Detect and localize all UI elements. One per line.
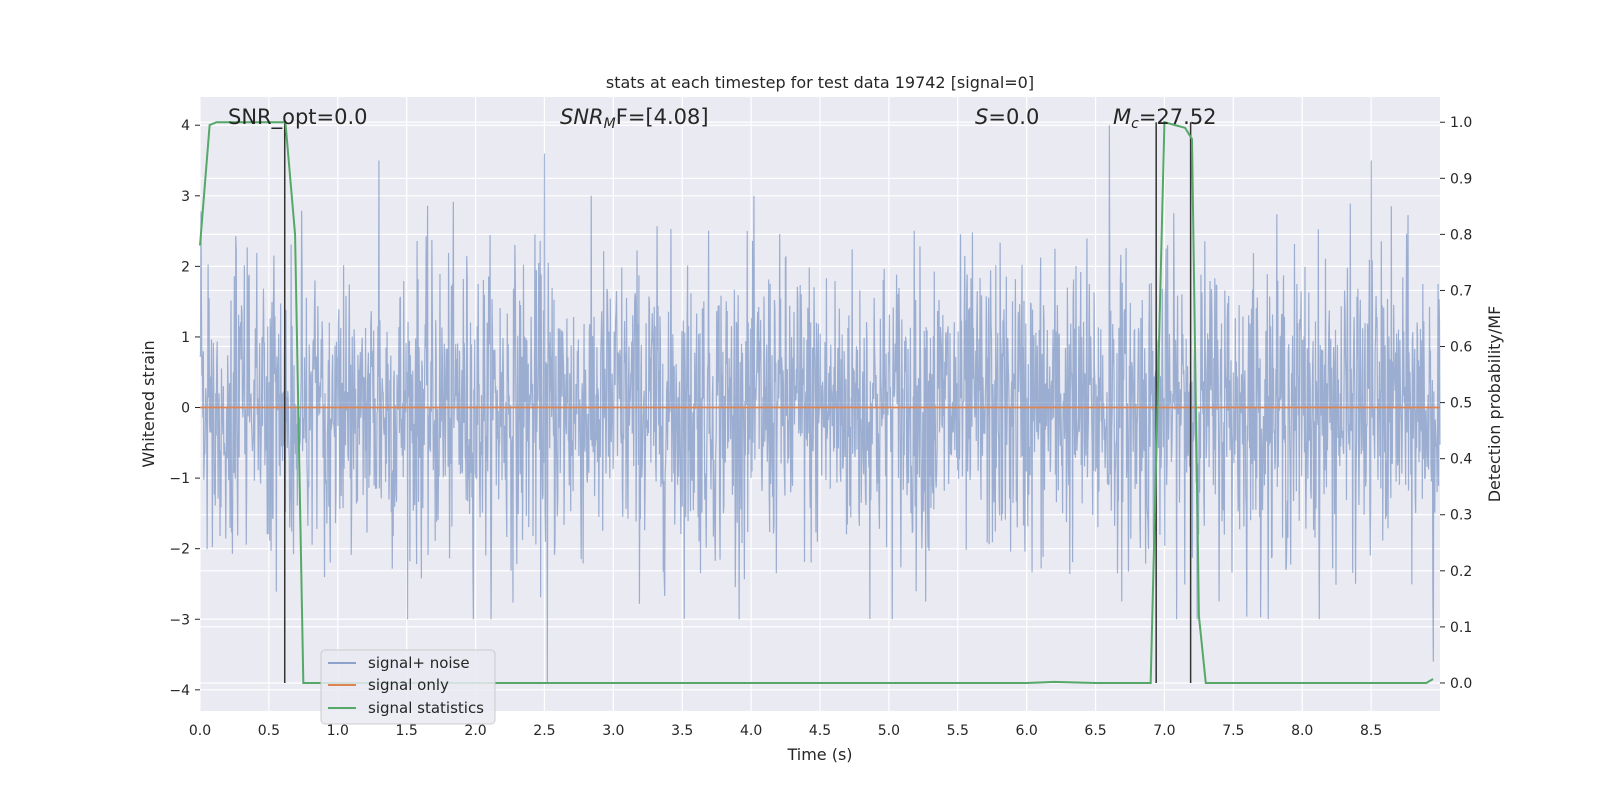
y2-tick-label: 0.0 [1450, 676, 1472, 692]
x-tick-label: 4.5 [809, 723, 831, 739]
vertical-markers [283, 122, 1192, 683]
y-tick-label: 4 [181, 118, 190, 134]
signal-noise-line [199, 125, 1441, 683]
x-axis-label: Time (s) [786, 745, 852, 764]
s-var: S [975, 105, 988, 129]
chart-title: stats at each timestep for test data 197… [606, 73, 1034, 92]
x-tick-label: 1.0 [327, 723, 349, 739]
y2-tick-label: 0.5 [1450, 396, 1472, 412]
x-tick-label: 7.5 [1222, 723, 1244, 739]
x-tick-label: 1.5 [396, 723, 418, 739]
annotation-s: S=0.0 [975, 105, 1039, 129]
signal-statistics-line [199, 120, 1434, 684]
mc-sub: c [1131, 116, 1139, 132]
mc-var: M [1113, 105, 1131, 129]
y-tick-label: 3 [181, 189, 190, 205]
y-axis-ticks: −4 −3 −2 −1 0 1 2 3 4 [169, 118, 200, 699]
y-tick-label: 1 [181, 330, 190, 346]
x-axis-ticks: 0.0 0.5 1.0 1.5 2.0 2.5 3.0 3.5 4.0 4.5 5.0 5.5 6.0 6… [189, 723, 1382, 739]
legend-box [320, 649, 496, 725]
x-tick-label: 6.5 [1084, 723, 1106, 739]
y2-tick-label: 0.1 [1450, 620, 1472, 636]
annotation-mc: Mc=27.52 [1113, 105, 1217, 132]
x-tick-label: 8.0 [1291, 723, 1313, 739]
x-tick-label: 6.0 [1016, 723, 1038, 739]
x-tick-label: 2.0 [464, 723, 486, 739]
series-signal-noise [199, 125, 1441, 683]
y2-tick-label: 0.9 [1450, 171, 1472, 187]
legend: signal+ noise signal only signal statist… [320, 649, 496, 725]
y2-tick-label: 0.8 [1450, 227, 1472, 243]
snr-mf-sub: M [604, 116, 616, 132]
y-tick-label: −3 [169, 612, 190, 628]
s-rest: =0.0 [988, 105, 1039, 129]
x-tick-label: 3.5 [671, 723, 693, 739]
legend-label-signal-noise: signal+ noise [368, 654, 470, 672]
y2-tick-label: 0.2 [1450, 564, 1472, 580]
x-tick-label: 0.5 [258, 723, 280, 739]
x-tick-label: 4.0 [740, 723, 762, 739]
series-signal-statistics [199, 120, 1434, 684]
x-tick-label: 3.0 [602, 723, 624, 739]
y2-axis-label: Detection probability/MF [1485, 306, 1504, 503]
y2-axis-ticks: 0.0 0.1 0.2 0.3 0.4 0.5 0.6 0.7 0.8 0.9 1.0 [1440, 115, 1472, 692]
mc-rest: =27.52 [1139, 105, 1217, 129]
y2-tick-label: 0.3 [1450, 508, 1472, 524]
x-tick-label: 5.0 [878, 723, 900, 739]
y-axis-label: Whitened strain [139, 340, 158, 467]
legend-label-signal-statistics: signal statistics [368, 699, 484, 717]
annotation-snr-mf: SNRMF=[4.08] [560, 105, 709, 132]
x-tick-label: 5.5 [947, 723, 969, 739]
y-tick-label: −1 [169, 471, 190, 487]
snr-mf-rest: F=[4.08] [616, 105, 709, 129]
legend-label-signal-only: signal only [368, 676, 449, 694]
x-tick-label: 2.5 [533, 723, 555, 739]
y2-tick-label: 0.7 [1450, 283, 1472, 299]
y-tick-label: −2 [169, 542, 190, 558]
y2-tick-label: 0.6 [1450, 340, 1472, 356]
x-tick-label: 7.0 [1153, 723, 1175, 739]
y2-tick-label: 0.4 [1450, 452, 1472, 468]
snr-mf-base: SNR [560, 105, 604, 129]
y-tick-label: −4 [169, 683, 190, 699]
x-tick-label: 0.0 [189, 723, 211, 739]
y-tick-label: 2 [181, 259, 190, 275]
annotation-snr-opt: SNR_opt=0.0 [228, 105, 368, 130]
y-tick-label: 0 [181, 401, 190, 417]
y2-tick-label: 1.0 [1450, 115, 1472, 131]
x-tick-label: 8.5 [1360, 723, 1382, 739]
